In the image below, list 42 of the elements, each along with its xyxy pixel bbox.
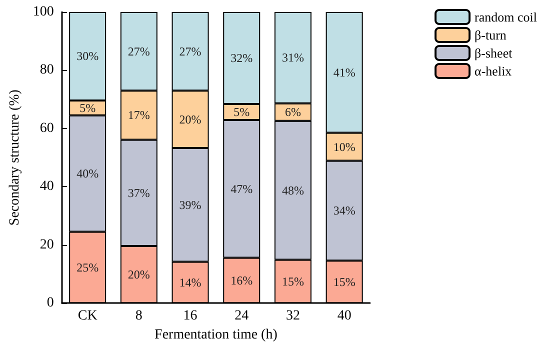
x-tick-label: 24 bbox=[234, 308, 249, 324]
data-label: 31% bbox=[282, 50, 304, 65]
data-label: 16% bbox=[230, 273, 253, 288]
data-label: 20% bbox=[179, 112, 202, 126]
data-label: 15% bbox=[333, 274, 356, 289]
x-tick-label: CK bbox=[78, 308, 98, 324]
data-label: 34% bbox=[333, 204, 356, 218]
y-tick-label: 80 bbox=[40, 62, 54, 78]
data-label: 17% bbox=[128, 108, 150, 122]
x-tick-label: 16 bbox=[183, 308, 198, 324]
data-label: 39% bbox=[179, 198, 202, 212]
legend-label: α-helix bbox=[474, 64, 512, 78]
legend-label: β-sheet bbox=[474, 46, 513, 60]
data-label: 32% bbox=[230, 50, 253, 65]
data-label: 30% bbox=[76, 49, 99, 64]
y-tick-label: 60 bbox=[40, 120, 54, 136]
x-tick-label: 32 bbox=[286, 308, 300, 324]
y-tick-label: 100 bbox=[32, 4, 54, 20]
data-label: 48% bbox=[282, 183, 304, 198]
data-label: 5% bbox=[80, 100, 96, 115]
data-label: 27% bbox=[179, 44, 202, 58]
y-tick-label: 20 bbox=[40, 237, 54, 252]
y-axis-title: Secondary structure (%) bbox=[8, 89, 22, 226]
legend-label: random coil bbox=[474, 10, 538, 24]
x-tick-label: 8 bbox=[135, 308, 142, 324]
data-label: 27% bbox=[128, 44, 150, 58]
data-label: 15% bbox=[282, 274, 304, 288]
data-label: 40% bbox=[76, 166, 99, 181]
data-label: 41% bbox=[333, 65, 356, 80]
data-label: 5% bbox=[234, 104, 250, 119]
legend-label: β-turn bbox=[474, 28, 507, 42]
data-label: 25% bbox=[76, 260, 99, 274]
data-label: 14% bbox=[179, 275, 202, 290]
data-label: 6% bbox=[284, 105, 301, 120]
data-label: 37% bbox=[128, 186, 150, 200]
y-tick-label: 0 bbox=[46, 296, 54, 311]
data-label: 10% bbox=[333, 140, 356, 154]
y-tick-label: 40 bbox=[40, 179, 54, 194]
data-label: 47% bbox=[230, 182, 253, 196]
x-axis-title: Fermentation time (h) bbox=[154, 328, 278, 342]
data-label: 20% bbox=[128, 268, 150, 282]
x-tick-label: 40 bbox=[337, 308, 352, 324]
